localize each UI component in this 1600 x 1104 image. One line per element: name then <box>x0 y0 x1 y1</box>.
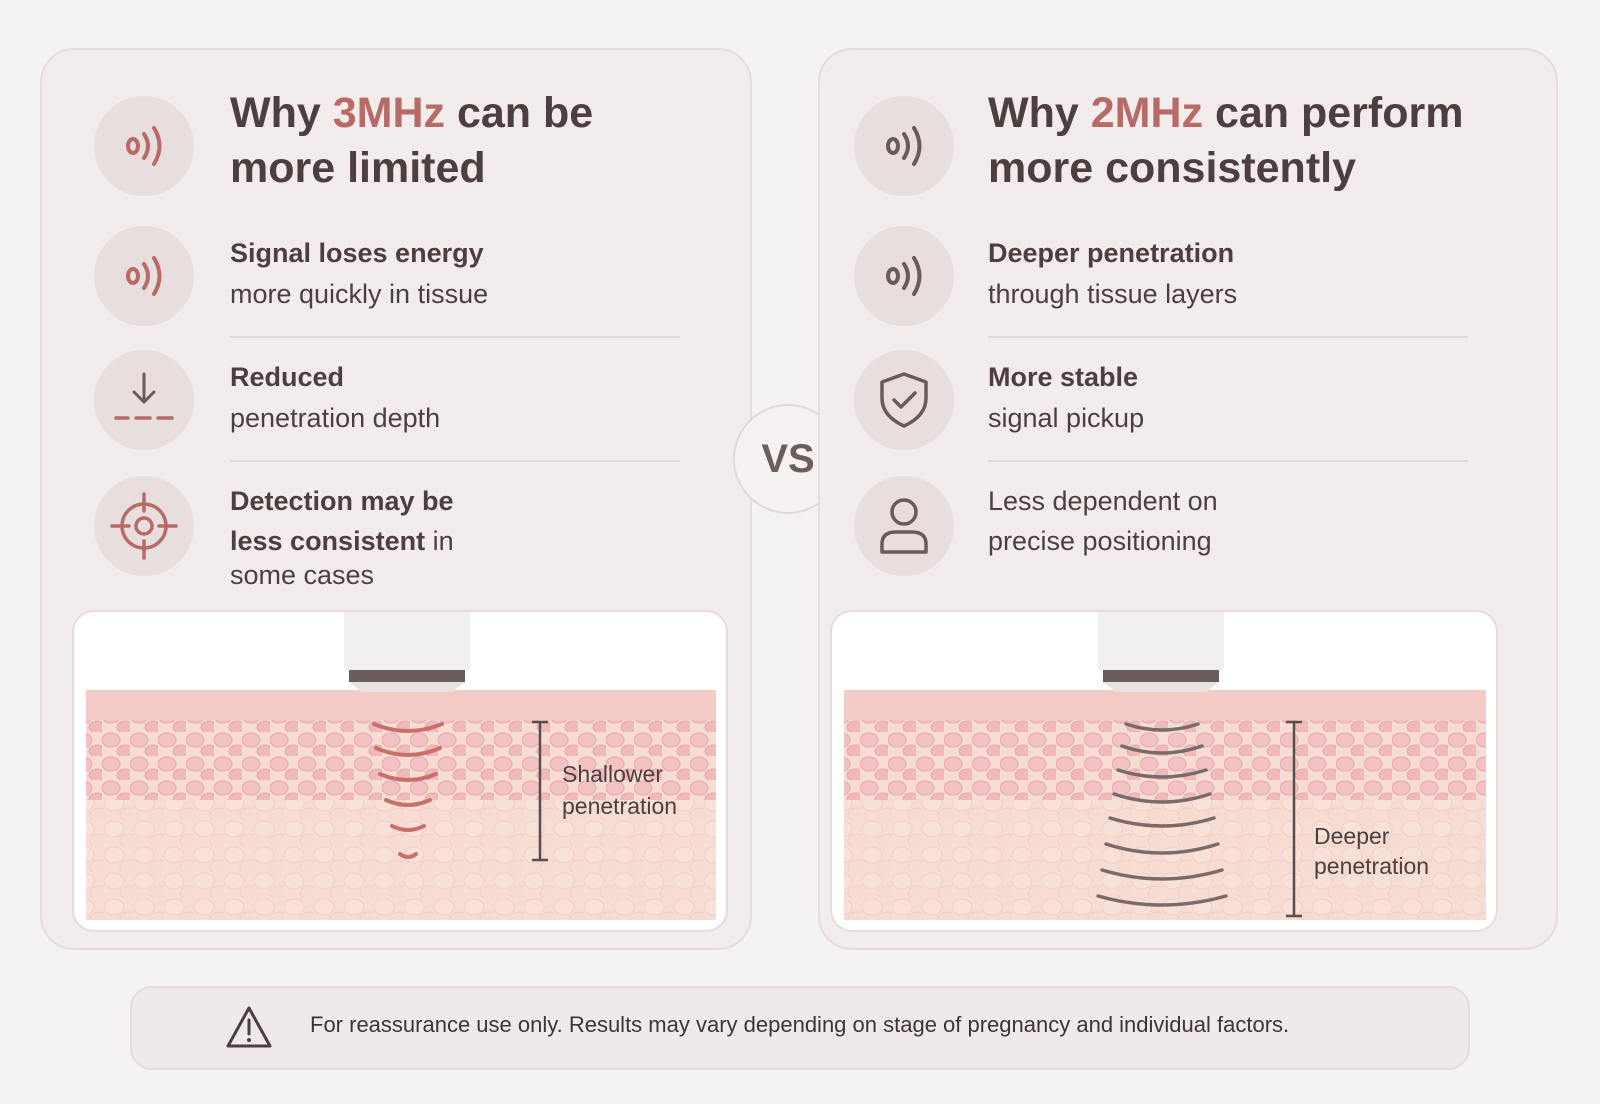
card-title: Why 2MHz can perform more consistently <box>988 89 1464 192</box>
point-stable-signal: More stable signal pickup <box>988 362 1145 433</box>
illustration-deep-penetration: Deeper penetration <box>830 610 1498 932</box>
divider <box>988 460 1468 462</box>
disclaimer-text: For reassurance use only. Results may va… <box>310 1012 1290 1037</box>
card-3mhz: Why 3MHz can be more limited Signal lose… <box>40 48 752 950</box>
label-penetration: penetration <box>562 793 677 819</box>
target-crosshair-icon <box>94 476 194 576</box>
person-icon <box>854 476 954 576</box>
divider <box>230 460 680 462</box>
shield-check-icon <box>854 350 954 450</box>
card-title: Why 3MHz can be more limited <box>230 89 594 192</box>
signal-waves-icon <box>94 96 194 196</box>
point-less-dependent: Less dependent on precise positioning <box>988 486 1218 556</box>
signal-waves-icon <box>854 96 954 196</box>
divider <box>230 336 680 338</box>
illustration-shallow-penetration: Shallower penetration <box>72 610 728 932</box>
signal-waves-icon <box>94 226 194 326</box>
label-deeper: Deeper <box>1314 823 1390 849</box>
label-shallower: Shallower <box>562 761 663 787</box>
point-deeper-penetration: Deeper penetration through tissue layers <box>988 238 1238 309</box>
warning-triangle-icon <box>224 1004 274 1055</box>
arrow-down-depth-icon <box>94 350 194 450</box>
label-penetration: penetration <box>1314 853 1429 879</box>
card-2mhz: Why 2MHz can perform more consistently D… <box>818 48 1558 950</box>
point-reduced-penetration: Reduced penetration depth <box>230 362 441 433</box>
divider <box>988 336 1468 338</box>
disclaimer-banner: For reassurance use only. Results may va… <box>130 986 1470 1070</box>
point-signal-loses-energy: Signal loses energy more quickly in tissu… <box>230 238 489 309</box>
point-detection-consistency: Detection may be less consistent in some… <box>230 486 454 590</box>
signal-waves-icon <box>854 226 954 326</box>
